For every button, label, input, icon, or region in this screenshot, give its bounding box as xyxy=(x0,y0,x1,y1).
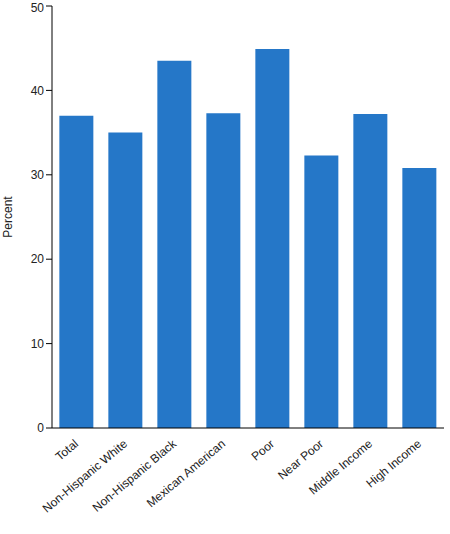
svg-text:30: 30 xyxy=(31,168,45,182)
svg-text:Total: Total xyxy=(53,437,81,464)
svg-text:20: 20 xyxy=(31,252,45,266)
svg-text:Percent: Percent xyxy=(8,196,15,238)
svg-text:Near Poor: Near Poor xyxy=(275,436,326,483)
svg-text:50: 50 xyxy=(31,1,45,15)
svg-text:40: 40 xyxy=(31,84,45,98)
svg-text:10: 10 xyxy=(31,337,45,351)
svg-text:0: 0 xyxy=(37,421,44,435)
svg-text:Middle Income: Middle Income xyxy=(306,436,375,497)
svg-text:High Income: High Income xyxy=(363,436,424,490)
svg-text:Non-Hispanic White: Non-Hispanic White xyxy=(40,436,130,515)
svg-text:Poor: Poor xyxy=(249,437,277,464)
svg-text:Non-Hispanic Black: Non-Hispanic Black xyxy=(90,436,180,515)
svg-text:Mexican American: Mexican American xyxy=(144,437,228,511)
